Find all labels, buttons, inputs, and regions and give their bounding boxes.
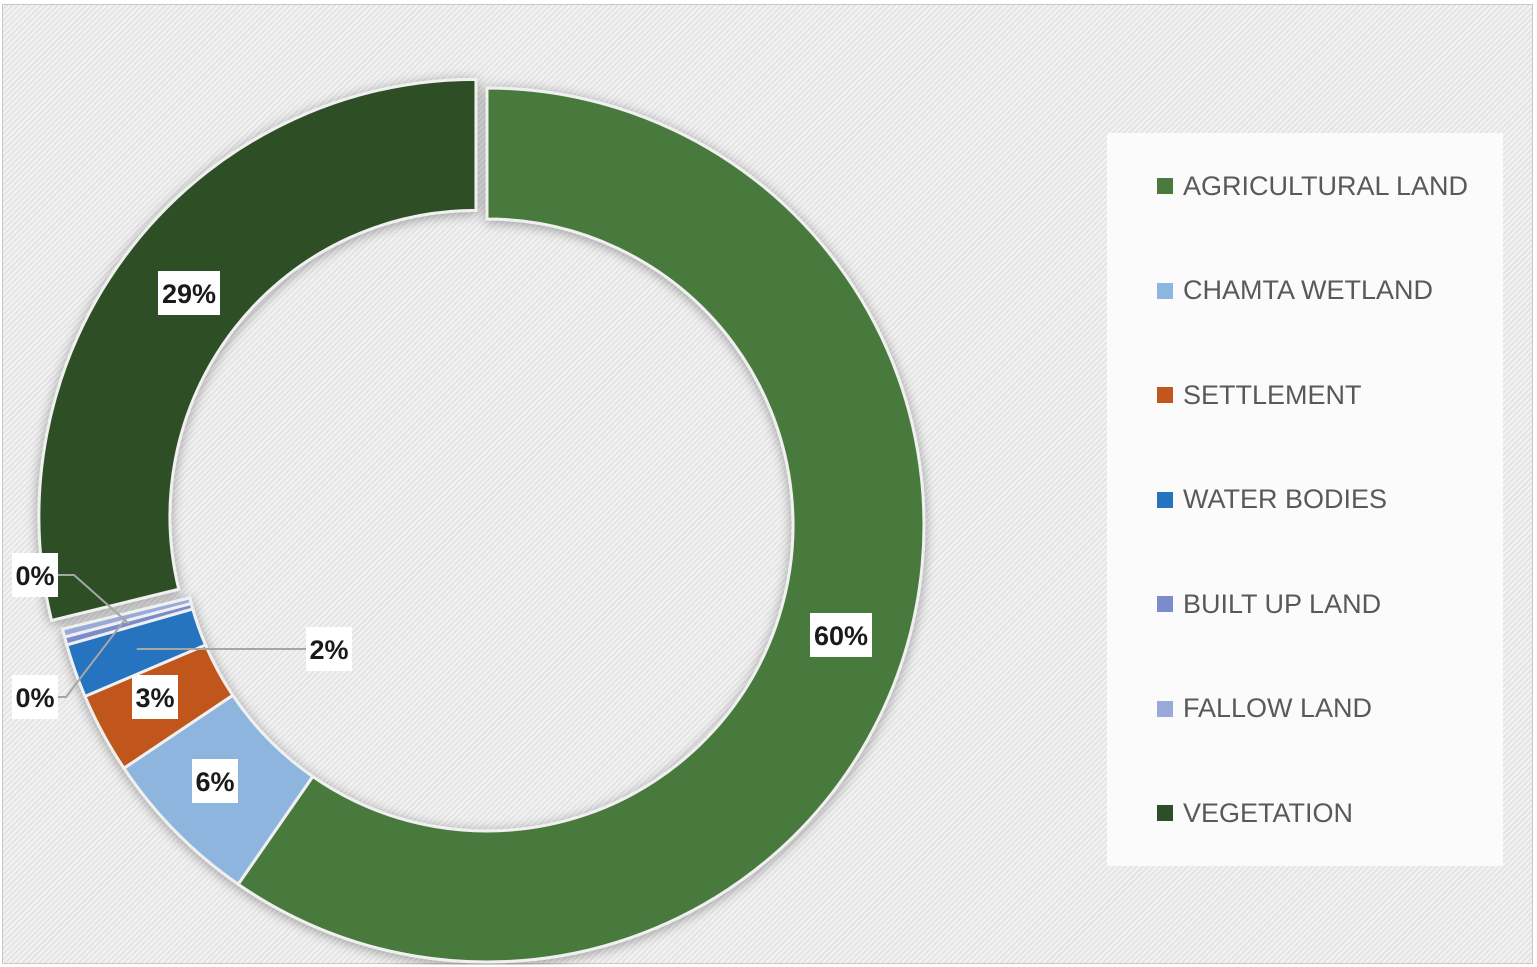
legend-swatch [1157, 387, 1173, 403]
data-label-vegetation: 29% [162, 279, 216, 309]
data-label-box-built-up-land [12, 553, 58, 597]
legend-item-settlement: SETTLEMENT [1157, 375, 1362, 415]
data-label-box-agricultural-land [810, 613, 872, 657]
legend-label: AGRICULTURAL LAND [1183, 170, 1469, 201]
slice-agricultural-land [236, 86, 926, 964]
donut-chart: 60% 6% 3% 2% 0% 0% 29% [12, 77, 926, 964]
data-label-water-bodies: 2% [309, 635, 348, 665]
data-label-built-up-land: 0% [15, 561, 54, 591]
slice-vegetation [37, 77, 478, 623]
data-label-box-settlement [132, 675, 178, 719]
data-label-box-water-bodies [306, 627, 352, 671]
legend-item-chamta-wetland: CHAMTA WETLAND [1157, 271, 1433, 311]
legend-label: CHAMTA WETLAND [1183, 275, 1434, 305]
legend-item-agricultural-land: AGRICULTURAL LAND [1157, 166, 1468, 206]
leader-line-built-up-land [58, 574, 130, 625]
data-label-box-chamta-wetland [192, 759, 238, 803]
leader-line-fallow-land [58, 616, 128, 698]
legend-swatch [1157, 596, 1173, 612]
legend-item-vegetation: VEGETATION [1157, 793, 1353, 833]
legend-label: FALLOW LAND [1183, 693, 1373, 723]
legend-label: SETTLEMENT [1183, 379, 1362, 410]
legend-item-built-up-land: BUILT UP LAND [1157, 584, 1381, 624]
legend-swatch [1157, 805, 1173, 821]
legend-swatch [1157, 178, 1173, 194]
legend-swatch [1157, 282, 1173, 299]
data-label-fallow-land: 0% [15, 683, 54, 713]
data-label-box-fallow-land [12, 675, 58, 719]
data-label-settlement: 3% [135, 683, 174, 713]
legend-item-water-bodies: WATER BODIES [1157, 480, 1387, 520]
chart-area: 60% 6% 3% 2% 0% 0% 29% AGRICULTURAL LAND CHAMTA… [2, 4, 1533, 964]
data-label-chamta-wetland: 6% [195, 767, 234, 797]
legend: AGRICULTURAL LAND CHAMTA WETLAND SETTLEMEN… [1107, 133, 1503, 866]
legend-label: BUILT UP LAND [1183, 588, 1382, 619]
data-label-box-vegetation [158, 271, 220, 315]
data-label-agricultural-land: 60% [814, 621, 868, 651]
legend-item-fallow-land: FALLOW LAND [1157, 689, 1372, 729]
legend-label: WATER BODIES [1183, 484, 1388, 514]
legend-swatch [1157, 700, 1173, 717]
legend-swatch [1157, 491, 1173, 508]
legend-label: VEGETATION [1183, 797, 1354, 828]
